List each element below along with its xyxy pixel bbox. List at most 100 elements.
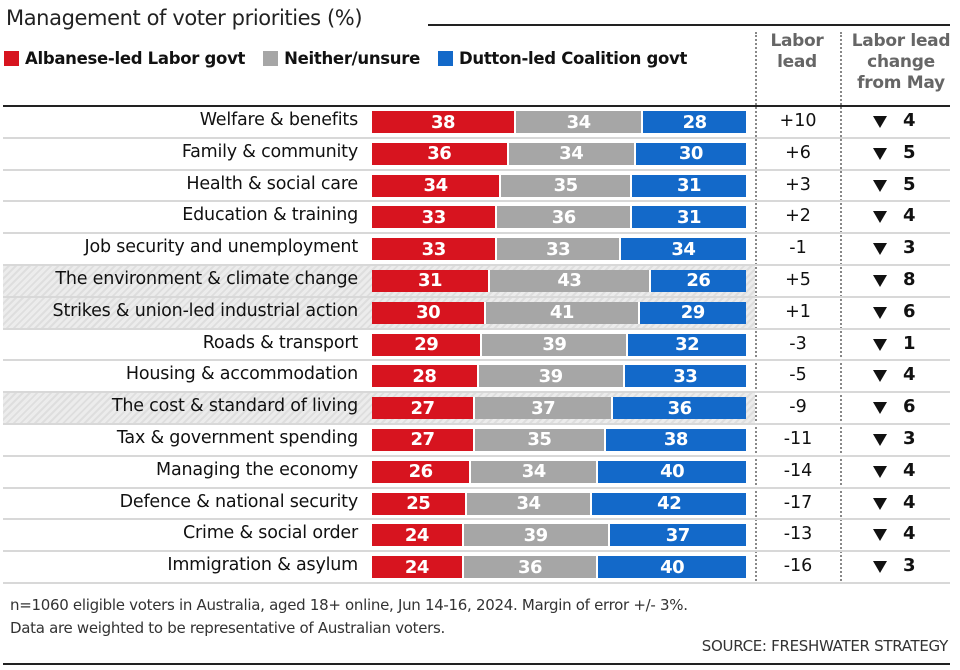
lead-change: 1 xyxy=(873,333,916,354)
data-label: 26 xyxy=(686,270,711,292)
chart-row: Tax & government spending 27 35 38 -11 3 xyxy=(3,425,950,457)
legend-item-neither: Neither/unsure xyxy=(263,49,420,68)
bar-segment-neither: 39 xyxy=(461,524,608,547)
data-label: 42 xyxy=(657,493,682,515)
lead-change-value: 4 xyxy=(903,205,916,227)
data-label: 27 xyxy=(410,429,435,451)
chart-row: Immigration & asylum 24 36 40 -16 3 xyxy=(3,552,950,584)
chart-row: Strikes & union-led industrial action 30 4… xyxy=(3,297,950,330)
bar-segment-neither: 39 xyxy=(480,333,627,356)
data-label: 39 xyxy=(523,524,549,546)
data-label: 40 xyxy=(660,461,685,483)
bar-segment-neither: 35 xyxy=(472,428,604,451)
lead-change-value: 1 xyxy=(903,332,916,354)
labor-lead-value: +6 xyxy=(785,142,811,163)
lead-change: 4 xyxy=(873,205,916,226)
column-divider xyxy=(840,32,842,584)
legend-swatch-coalition xyxy=(437,51,453,66)
bar-segment-labor: 24 xyxy=(372,556,462,579)
labor-lead-value: +2 xyxy=(785,206,811,227)
stacked-bar: 25 34 42 xyxy=(372,492,746,515)
data-label: 36 xyxy=(551,206,577,228)
stacked-bar: 38 34 28 xyxy=(372,111,746,133)
down-triangle-icon xyxy=(873,497,887,510)
data-label: 34 xyxy=(559,143,584,165)
lead-change-value: 8 xyxy=(903,268,916,290)
chart-row: Defence & national security 25 34 42 -17 4 xyxy=(3,489,950,521)
bar-segment-neither: 35 xyxy=(499,174,631,197)
bar-segment-labor: 29 xyxy=(372,333,481,356)
down-triangle-icon xyxy=(873,306,887,319)
legend-label-coalition: Dutton-led Coalition govt xyxy=(458,49,688,68)
column-header-line: lead xyxy=(777,52,817,72)
data-label: 36 xyxy=(667,397,693,419)
category-label: Crime & social order xyxy=(183,523,358,544)
labor-lead-value: -13 xyxy=(783,524,813,545)
data-label: 30 xyxy=(416,302,441,324)
down-triangle-icon xyxy=(873,116,887,128)
bar-segment-labor: 28 xyxy=(372,365,477,388)
category-label: Education & training xyxy=(182,205,358,226)
data-label: 35 xyxy=(553,175,579,197)
lead-change-value: 3 xyxy=(903,237,916,259)
bar-segment-neither: 34 xyxy=(514,111,642,133)
stacked-bar: 31 43 26 xyxy=(372,269,746,292)
lead-change: 3 xyxy=(873,428,916,449)
bar-segment-coalition: 31 xyxy=(630,206,746,229)
data-label: 38 xyxy=(663,429,689,451)
lead-change: 3 xyxy=(873,237,916,258)
bar-segment-neither: 37 xyxy=(472,397,612,420)
lead-change-value: 3 xyxy=(903,427,916,449)
labor-lead-value: -16 xyxy=(783,556,813,577)
labor-lead-value: +5 xyxy=(785,269,811,290)
bar-segment-coalition: 36 xyxy=(611,397,746,420)
down-triangle-icon xyxy=(873,274,887,287)
stacked-bar: 30 41 29 xyxy=(372,301,746,324)
labor-lead-value: -11 xyxy=(783,428,813,449)
stacked-bar: 27 37 36 xyxy=(372,397,746,420)
lead-change: 6 xyxy=(873,396,916,417)
down-triangle-icon xyxy=(873,433,887,446)
data-label: 34 xyxy=(423,175,449,197)
lead-change-value: 6 xyxy=(903,396,916,418)
bar-segment-coalition: 33 xyxy=(622,365,746,388)
down-triangle-icon xyxy=(873,561,887,574)
lead-change-value: 3 xyxy=(903,555,916,577)
bar-segment-neither: 34 xyxy=(506,142,634,165)
footnote-line-1: n=1060 eligible voters in Australia, age… xyxy=(10,596,688,614)
data-label: 43 xyxy=(557,270,582,292)
lead-change-value: 4 xyxy=(903,523,916,545)
data-label: 27 xyxy=(410,397,435,419)
column-divider xyxy=(755,32,757,584)
data-label: 34 xyxy=(516,493,541,515)
data-label: 32 xyxy=(675,334,700,356)
data-label: 28 xyxy=(412,365,437,387)
data-label: 39 xyxy=(542,334,567,356)
bar-segment-coalition: 28 xyxy=(641,111,746,133)
category-label: Defence & national security xyxy=(119,491,359,512)
down-triangle-icon xyxy=(873,338,887,351)
legend-swatch-neither xyxy=(263,51,279,66)
category-label: Roads & transport xyxy=(202,332,358,353)
lead-change-value: 4 xyxy=(903,110,916,131)
lead-change-value: 5 xyxy=(903,173,916,195)
labor-lead-value: -3 xyxy=(789,333,807,354)
stacked-bar: 33 33 34 xyxy=(372,238,746,261)
bar-segment-labor: 27 xyxy=(372,428,473,451)
bar-segment-neither: 41 xyxy=(484,301,638,324)
bar-segment-labor: 30 xyxy=(372,301,485,324)
data-label: 33 xyxy=(421,238,447,260)
bar-segment-labor: 31 xyxy=(372,269,488,292)
bar-segment-labor: 33 xyxy=(372,206,496,229)
chart-row: Education & training 33 36 31 +2 4 xyxy=(3,202,950,235)
lead-change-value: 4 xyxy=(903,459,916,481)
bar-segment-labor: 25 xyxy=(372,492,465,515)
legend-swatch-labor xyxy=(4,51,19,66)
data-label: 30 xyxy=(678,143,704,165)
data-label: 36 xyxy=(518,556,543,578)
data-label: 33 xyxy=(421,206,447,228)
column-header-lead-change: Labor lead change from May xyxy=(846,31,956,94)
data-label: 24 xyxy=(404,524,430,546)
footnote-line-2: Data are weighted to be representative o… xyxy=(10,619,446,637)
lead-change: 4 xyxy=(873,110,916,131)
